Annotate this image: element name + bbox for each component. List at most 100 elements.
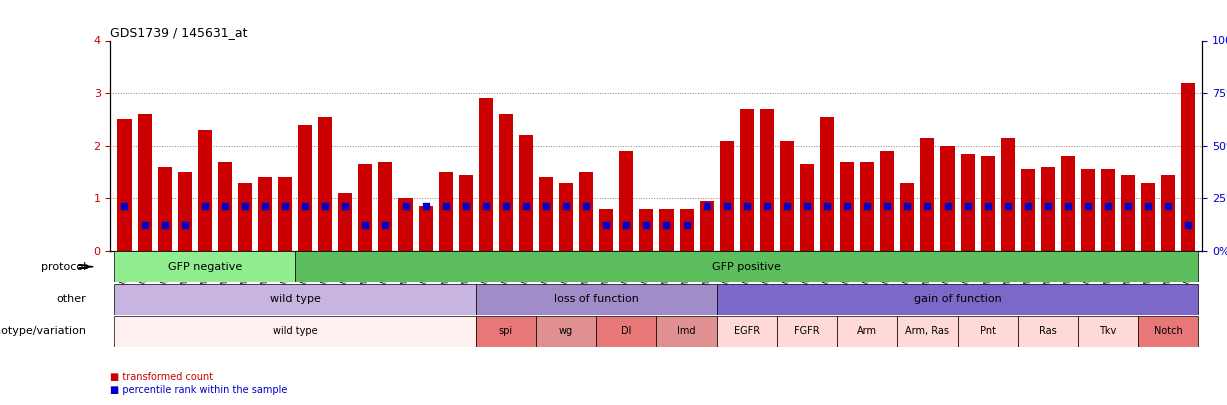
Point — [958, 203, 978, 210]
FancyBboxPatch shape — [114, 316, 476, 347]
Bar — [901, 183, 914, 251]
Bar — [279, 177, 292, 251]
Point — [1079, 203, 1098, 210]
Bar — [539, 177, 553, 251]
Bar — [519, 135, 533, 251]
Point — [356, 222, 375, 228]
FancyBboxPatch shape — [656, 316, 717, 347]
Bar — [680, 209, 693, 251]
Point — [375, 222, 395, 228]
Point — [496, 203, 515, 210]
FancyBboxPatch shape — [777, 316, 837, 347]
FancyBboxPatch shape — [717, 316, 777, 347]
Bar — [318, 117, 333, 251]
Point — [817, 203, 837, 210]
Point — [175, 222, 195, 228]
Text: ■ transformed count: ■ transformed count — [110, 373, 213, 382]
Bar — [800, 164, 814, 251]
Bar — [238, 183, 252, 251]
Point — [536, 203, 556, 210]
Text: GFP positive: GFP positive — [713, 262, 782, 272]
Point — [637, 222, 656, 228]
Bar — [157, 167, 172, 251]
Point — [1018, 203, 1038, 210]
Text: wild type: wild type — [270, 294, 320, 304]
Point — [476, 203, 496, 210]
Point — [898, 203, 918, 210]
Bar — [620, 151, 633, 251]
Point — [798, 203, 817, 210]
Bar — [840, 162, 854, 251]
Point — [395, 203, 415, 210]
Bar — [418, 207, 433, 251]
Text: Notch: Notch — [1153, 326, 1183, 337]
Point — [877, 203, 897, 210]
Point — [1179, 222, 1199, 228]
Point — [315, 203, 335, 210]
Point — [858, 203, 877, 210]
Text: wild type: wild type — [272, 326, 318, 337]
Text: Arm: Arm — [858, 326, 877, 337]
Text: GFP negative: GFP negative — [168, 262, 242, 272]
Point — [656, 222, 676, 228]
Point — [577, 203, 596, 210]
FancyBboxPatch shape — [114, 251, 296, 282]
Point — [155, 222, 174, 228]
FancyBboxPatch shape — [837, 316, 897, 347]
Text: protocol: protocol — [40, 262, 86, 272]
Point — [837, 203, 856, 210]
Bar — [198, 130, 212, 251]
Bar — [1182, 83, 1195, 251]
Bar — [479, 98, 493, 251]
Point — [236, 203, 255, 210]
Bar — [1040, 167, 1055, 251]
Text: wg: wg — [560, 326, 573, 337]
Text: FGFR: FGFR — [794, 326, 820, 337]
Text: spi: spi — [499, 326, 513, 337]
Text: Dl: Dl — [621, 326, 632, 337]
Point — [1058, 203, 1077, 210]
Bar — [980, 156, 995, 251]
FancyBboxPatch shape — [114, 284, 476, 315]
Point — [416, 203, 436, 210]
Bar — [438, 172, 453, 251]
Bar — [740, 109, 753, 251]
Text: Pnt: Pnt — [979, 326, 995, 337]
Point — [697, 203, 717, 210]
Bar — [659, 209, 674, 251]
Bar — [358, 164, 373, 251]
FancyBboxPatch shape — [897, 316, 957, 347]
Point — [556, 203, 575, 210]
Bar — [399, 198, 412, 251]
Point — [737, 203, 757, 210]
Bar — [298, 125, 312, 251]
Text: Arm, Ras: Arm, Ras — [906, 326, 950, 337]
Bar — [860, 162, 875, 251]
Bar — [1001, 138, 1015, 251]
Bar — [1161, 175, 1175, 251]
Point — [296, 203, 315, 210]
Text: Imd: Imd — [677, 326, 696, 337]
Point — [717, 203, 736, 210]
Point — [1038, 203, 1058, 210]
Bar — [218, 162, 232, 251]
Bar — [178, 172, 191, 251]
Bar — [1021, 169, 1034, 251]
Bar — [560, 183, 573, 251]
Bar — [720, 141, 734, 251]
Bar — [820, 117, 834, 251]
Point — [195, 203, 215, 210]
Text: EGFR: EGFR — [734, 326, 760, 337]
Point — [937, 203, 957, 210]
Point — [677, 222, 697, 228]
Bar — [1101, 169, 1115, 251]
Bar — [940, 146, 955, 251]
Point — [1139, 203, 1158, 210]
FancyBboxPatch shape — [596, 316, 656, 347]
Bar — [639, 209, 654, 251]
Bar — [1061, 156, 1075, 251]
Point — [1118, 203, 1137, 210]
Bar — [118, 119, 131, 251]
Point — [275, 203, 294, 210]
Text: loss of function: loss of function — [553, 294, 639, 304]
